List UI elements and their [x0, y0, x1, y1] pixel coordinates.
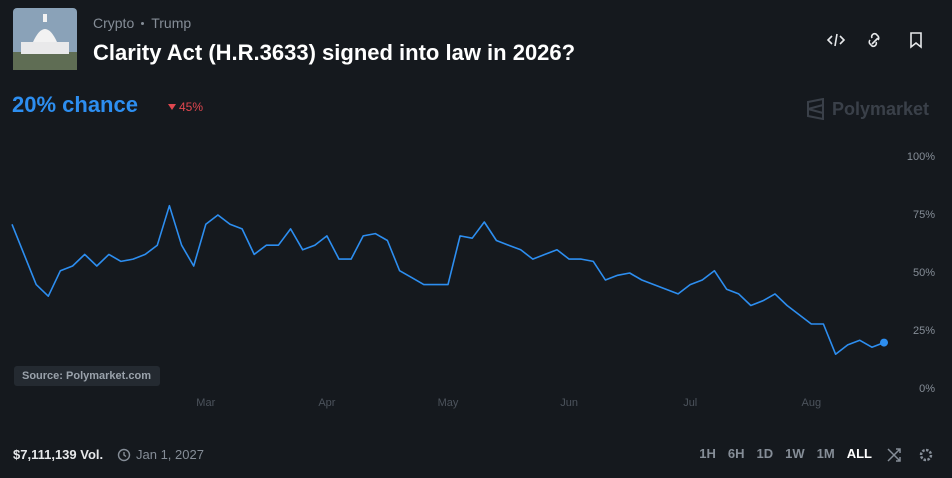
y-tick-label: 25% [913, 325, 935, 337]
source-badge [14, 366, 160, 386]
chart: Source: Polymarket.com 0% 25% 50% 75% 100% Ma… [11, 151, 935, 409]
x-tick-label: Jun [560, 397, 578, 409]
end-date: Jan 1, 2027 [136, 447, 204, 462]
range-selector: 1H 6H 1D 1W 1M ALL [699, 446, 872, 461]
range-button[interactable]: 1M [816, 446, 835, 461]
y-tick-label: 75% [913, 209, 935, 221]
range-button[interactable]: 1H [699, 446, 716, 461]
market-image [13, 8, 77, 70]
y-tick-label: 50% [913, 267, 935, 279]
bookmark-icon[interactable] [910, 32, 922, 49]
x-tick-label: Aug [802, 397, 822, 409]
x-tick-label: May [438, 397, 459, 409]
brand-logo [807, 98, 824, 120]
current-point [880, 338, 888, 347]
chart-controls [887, 448, 933, 462]
actions [826, 32, 922, 49]
down-arrow [168, 104, 176, 110]
category[interactable]: Trump [151, 15, 192, 31]
settings-icon[interactable] [919, 448, 933, 462]
x-tick-label: Jul [683, 397, 697, 409]
change: 45% [168, 100, 203, 114]
breadcrumb: Crypto Trump [93, 15, 191, 31]
y-tick-label: 100% [907, 151, 935, 163]
separator [141, 21, 145, 25]
shuffle-icon[interactable] [887, 448, 901, 462]
range-button[interactable]: 1D [756, 446, 774, 461]
range-button[interactable]: 6H [727, 446, 745, 461]
x-tick-label: Apr [318, 397, 335, 409]
chance: 20% chance [12, 92, 138, 117]
price-line [11, 204, 885, 355]
embed-icon[interactable] [826, 33, 846, 47]
change-value: 45% [179, 100, 204, 114]
link-icon[interactable] [868, 32, 880, 48]
range-button[interactable]: ALL [846, 446, 872, 461]
market-title: Clarity Act (H.R.3633) signed into law i… [93, 40, 576, 65]
x-tick-label: Mar [196, 397, 215, 409]
volume: $7,111,139 Vol. [13, 447, 104, 462]
category[interactable]: Crypto [93, 15, 135, 31]
source: Source: Polymarket.com [22, 370, 151, 382]
brand: Polymarket [832, 99, 930, 119]
clock-icon [117, 448, 131, 462]
y-tick-label: 0% [919, 383, 935, 395]
range-button[interactable]: 1W [785, 446, 805, 461]
